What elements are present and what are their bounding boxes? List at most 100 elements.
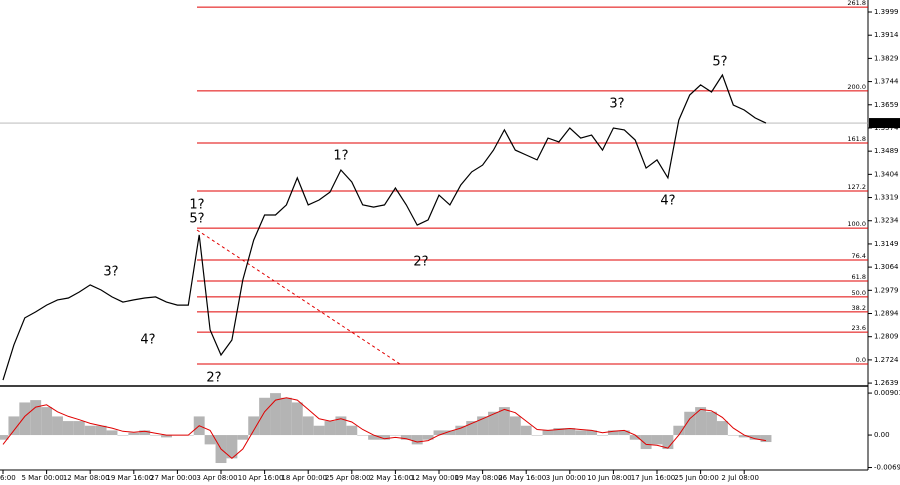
histogram-bar	[8, 416, 20, 436]
y-tick-label: 1.2894	[874, 310, 899, 318]
histogram-bar	[280, 397, 292, 436]
oscillator-panel: 0.00901 0.00 -0.00697	[0, 389, 900, 472]
histogram-bar	[389, 435, 401, 436]
x-tick-label: 26 May 16:00	[498, 474, 546, 482]
histogram-bar	[368, 435, 380, 440]
histogram-bar	[597, 435, 608, 436]
x-tick-label: 5 Mar 00:00	[21, 474, 63, 482]
y-tick-label: 1.2724	[874, 356, 899, 364]
histogram-bar	[466, 421, 478, 436]
histogram-bar	[150, 435, 162, 436]
fib-level-label: 100.0	[847, 220, 866, 228]
histogram-bar	[455, 425, 467, 436]
wave-label: 5?	[712, 55, 727, 70]
histogram-bar	[444, 430, 456, 436]
wave-label: 1?	[189, 198, 204, 213]
wave-label: 2?	[206, 371, 221, 386]
x-tick-label: 3 Apr 08:00	[196, 474, 237, 482]
wave-label: 2?	[413, 255, 428, 270]
wave-label: 4?	[140, 333, 155, 348]
histogram-bar	[520, 425, 532, 436]
histogram-bar	[498, 407, 510, 436]
histogram-bar	[673, 425, 685, 436]
histogram-bar	[422, 435, 434, 440]
y-tick-label: -0.00697	[874, 464, 900, 472]
fib-level-label: 38.2	[852, 304, 866, 312]
x-tick-label: 3 Jun 00:00	[546, 474, 586, 482]
histogram-bar	[477, 416, 489, 436]
x-tick-label: 17 Jun 16:00	[631, 474, 675, 482]
histogram-bar	[738, 435, 750, 438]
histogram-bar	[695, 407, 707, 436]
y-tick-label: 0.00	[874, 431, 890, 439]
fib-level-label: 76.4	[852, 252, 866, 260]
x-tick-label: 6:00	[0, 474, 16, 482]
y-tick-label: 1.2809	[874, 333, 899, 341]
histogram-bar	[542, 430, 554, 436]
x-tick-label: 18 Apr 00:00	[281, 474, 327, 482]
histogram-bar	[760, 435, 772, 443]
y-tick-label: 1.3149	[874, 240, 899, 248]
x-tick-label: 25 Apr 08:00	[325, 474, 371, 482]
x-tick-label: 19 Mar 16:00	[106, 474, 153, 482]
histogram-bar	[30, 400, 42, 436]
histogram-bar	[706, 411, 717, 436]
y-tick-label: 1.2979	[874, 286, 899, 294]
current-price-tag	[869, 118, 900, 129]
y-tick-label: 1.2639	[874, 379, 899, 387]
histogram-bar	[248, 416, 260, 436]
histogram-bar	[19, 402, 31, 436]
histogram-bar	[62, 421, 74, 436]
histogram-bar	[128, 432, 140, 436]
wave-label: 4?	[660, 194, 675, 209]
histogram-bar	[106, 430, 118, 436]
histogram-bar	[716, 421, 728, 436]
fib-level-label: 127.2	[847, 183, 866, 191]
x-tick-label: 2 Jul 08:00	[721, 474, 759, 482]
histogram-bar	[204, 435, 216, 445]
fib-level-label: 23.6	[852, 324, 866, 332]
histogram-bar	[84, 425, 96, 436]
y-tick-label: 0.00901	[874, 389, 900, 397]
histogram-bar	[727, 435, 739, 436]
histogram-bar	[313, 425, 325, 436]
histogram-bar	[662, 435, 674, 450]
histogram-bar	[509, 416, 521, 436]
y-tick-label: 1.3319	[874, 194, 899, 202]
x-tick-label: 10 Apr 16:00	[238, 474, 284, 482]
y-tick-label: 1.3829	[874, 54, 899, 62]
histogram-bar	[0, 435, 9, 440]
histogram-bar	[586, 430, 598, 436]
histogram-bar	[259, 397, 271, 436]
histogram-bar	[488, 411, 499, 436]
histogram-bar	[95, 425, 107, 436]
wave-label: 5?	[189, 212, 204, 227]
histogram-bar	[618, 430, 630, 436]
fib-level-label: 161.8	[847, 135, 866, 143]
histogram-bar	[531, 435, 543, 436]
histogram-bar	[629, 435, 641, 440]
x-tick-label: 12 May 00:00	[411, 474, 459, 482]
histogram-bar	[226, 435, 238, 459]
y-tick-label: 1.3234	[874, 217, 899, 225]
fib-level-label: 61.8	[852, 273, 866, 281]
histogram-bar	[564, 428, 576, 436]
wave-label: 3?	[103, 265, 118, 280]
histogram-bar	[139, 430, 151, 436]
histogram-bar	[411, 435, 423, 445]
histogram-bar	[237, 435, 249, 440]
x-tick-label: 19 May 08:00	[455, 474, 503, 482]
x-tick-label: 10 Jun 08:00	[587, 474, 631, 482]
histogram-bar	[291, 402, 303, 436]
histogram-bar	[117, 435, 129, 436]
histogram-bar	[73, 421, 85, 436]
histogram-bar	[270, 393, 281, 436]
histogram-bar	[640, 435, 652, 450]
histogram-bar	[575, 430, 587, 436]
y-tick-label: 1.3489	[874, 147, 899, 155]
histogram-bar	[302, 416, 314, 436]
y-tick-label: 1.3914	[874, 31, 899, 39]
fib-level-label: 0.0	[856, 356, 866, 364]
